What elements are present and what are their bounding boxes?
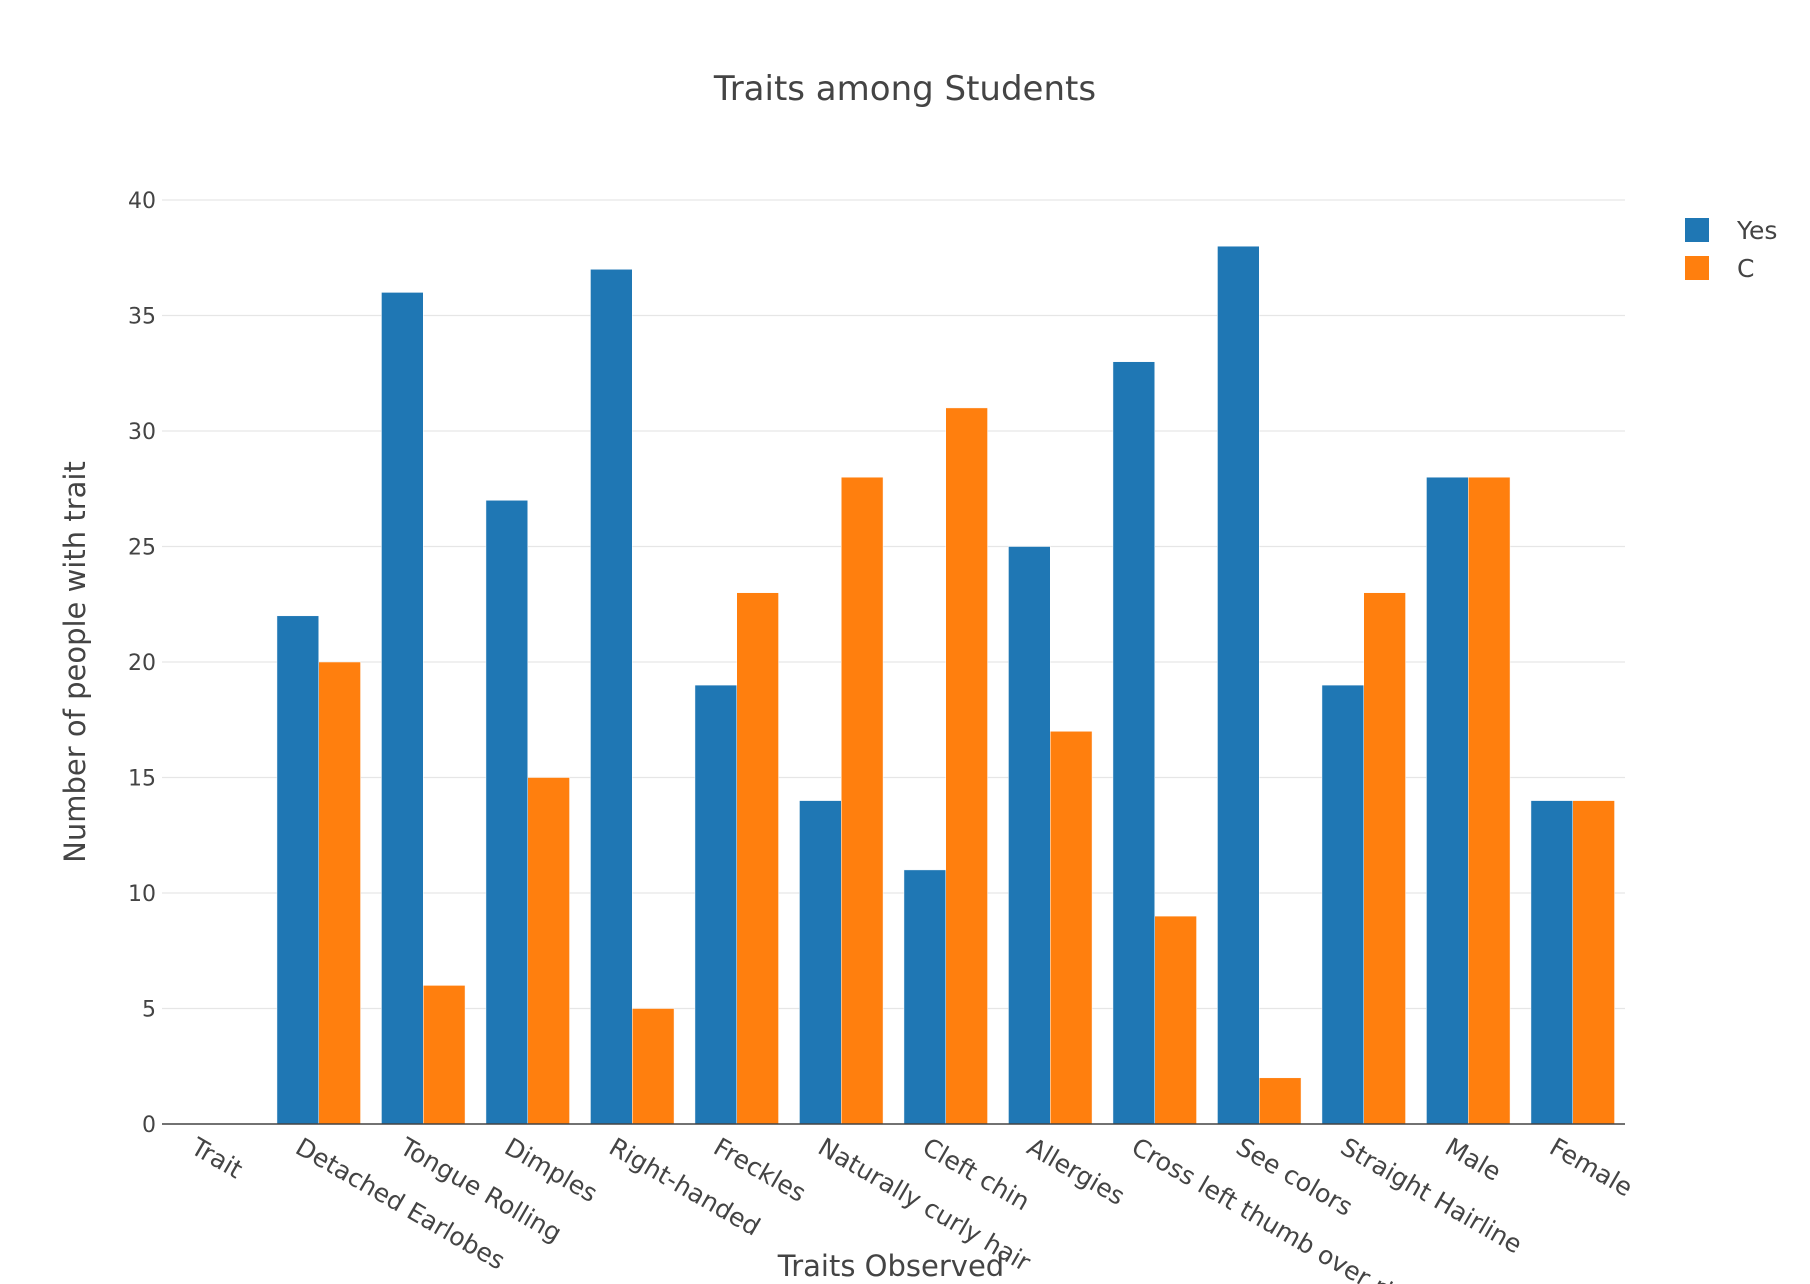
- legend[interactable]: Yes C: [1685, 216, 1777, 283]
- bar-yes-13[interactable]: [1530, 800, 1573, 1125]
- x-tick-label: Trait: [185, 1132, 247, 1185]
- y-tick-label: 15: [128, 767, 156, 792]
- bar-c-11[interactable]: [1363, 592, 1406, 1125]
- bar-yes-11[interactable]: [1321, 684, 1364, 1125]
- x-axis-title: Traits Observed: [777, 1249, 1004, 1283]
- bar-yes-9[interactable]: [1112, 361, 1155, 1125]
- y-tick-label: 35: [128, 305, 156, 330]
- y-tick-label: 0: [142, 1113, 156, 1138]
- y-tick-label: 10: [128, 882, 156, 907]
- x-tick-label: Straight Hairline: [1336, 1132, 1527, 1259]
- y-tick-label: 40: [128, 189, 156, 214]
- bar-yes-5[interactable]: [694, 684, 738, 1125]
- legend-label[interactable]: Yes: [1736, 216, 1777, 245]
- x-tick-label: Male: [1440, 1132, 1506, 1187]
- bar-yes-12[interactable]: [1426, 476, 1469, 1125]
- legend-label[interactable]: C: [1737, 254, 1754, 283]
- y-tick-label: 20: [128, 651, 156, 676]
- bar-yes-3[interactable]: [485, 500, 529, 1125]
- bar-yes-2[interactable]: [381, 292, 424, 1125]
- y-tick-label: 25: [128, 536, 156, 561]
- x-tick-label: Female: [1545, 1132, 1638, 1202]
- bar-c-5[interactable]: [736, 592, 779, 1125]
- y-tick-label: 5: [142, 998, 156, 1023]
- bar-c-1[interactable]: [318, 661, 361, 1125]
- bar-yes-10[interactable]: [1217, 245, 1260, 1125]
- y-tick-label: 30: [128, 420, 156, 445]
- bar-yes-6[interactable]: [799, 800, 842, 1125]
- bar-c-8[interactable]: [1050, 731, 1093, 1125]
- bar-c-10[interactable]: [1259, 1077, 1302, 1125]
- bars: [276, 245, 1615, 1125]
- legend-swatch[interactable]: [1685, 256, 1709, 280]
- bar-c-3[interactable]: [527, 777, 570, 1125]
- bar-c-12[interactable]: [1468, 476, 1511, 1125]
- bar-c-9[interactable]: [1154, 915, 1197, 1125]
- y-tick-labels: 0 5 10 15 20 25 30 35 40: [128, 189, 156, 1138]
- x-tick-label: Allergies: [1022, 1132, 1130, 1211]
- bar-c-4[interactable]: [632, 1008, 675, 1125]
- bar-c-6[interactable]: [841, 476, 884, 1125]
- bar-yes-1[interactable]: [276, 615, 320, 1125]
- bar-yes-4[interactable]: [590, 269, 633, 1125]
- bar-c-7[interactable]: [945, 407, 988, 1125]
- chart-title: Traits among Students: [713, 69, 1096, 109]
- bar-yes-7[interactable]: [903, 869, 947, 1125]
- bar-c-2[interactable]: [423, 985, 466, 1125]
- legend-swatch[interactable]: [1685, 218, 1709, 242]
- y-axis-title: Number of people with trait: [58, 461, 92, 863]
- bar-yes-8[interactable]: [1008, 546, 1051, 1125]
- bar-c-13[interactable]: [1572, 800, 1615, 1125]
